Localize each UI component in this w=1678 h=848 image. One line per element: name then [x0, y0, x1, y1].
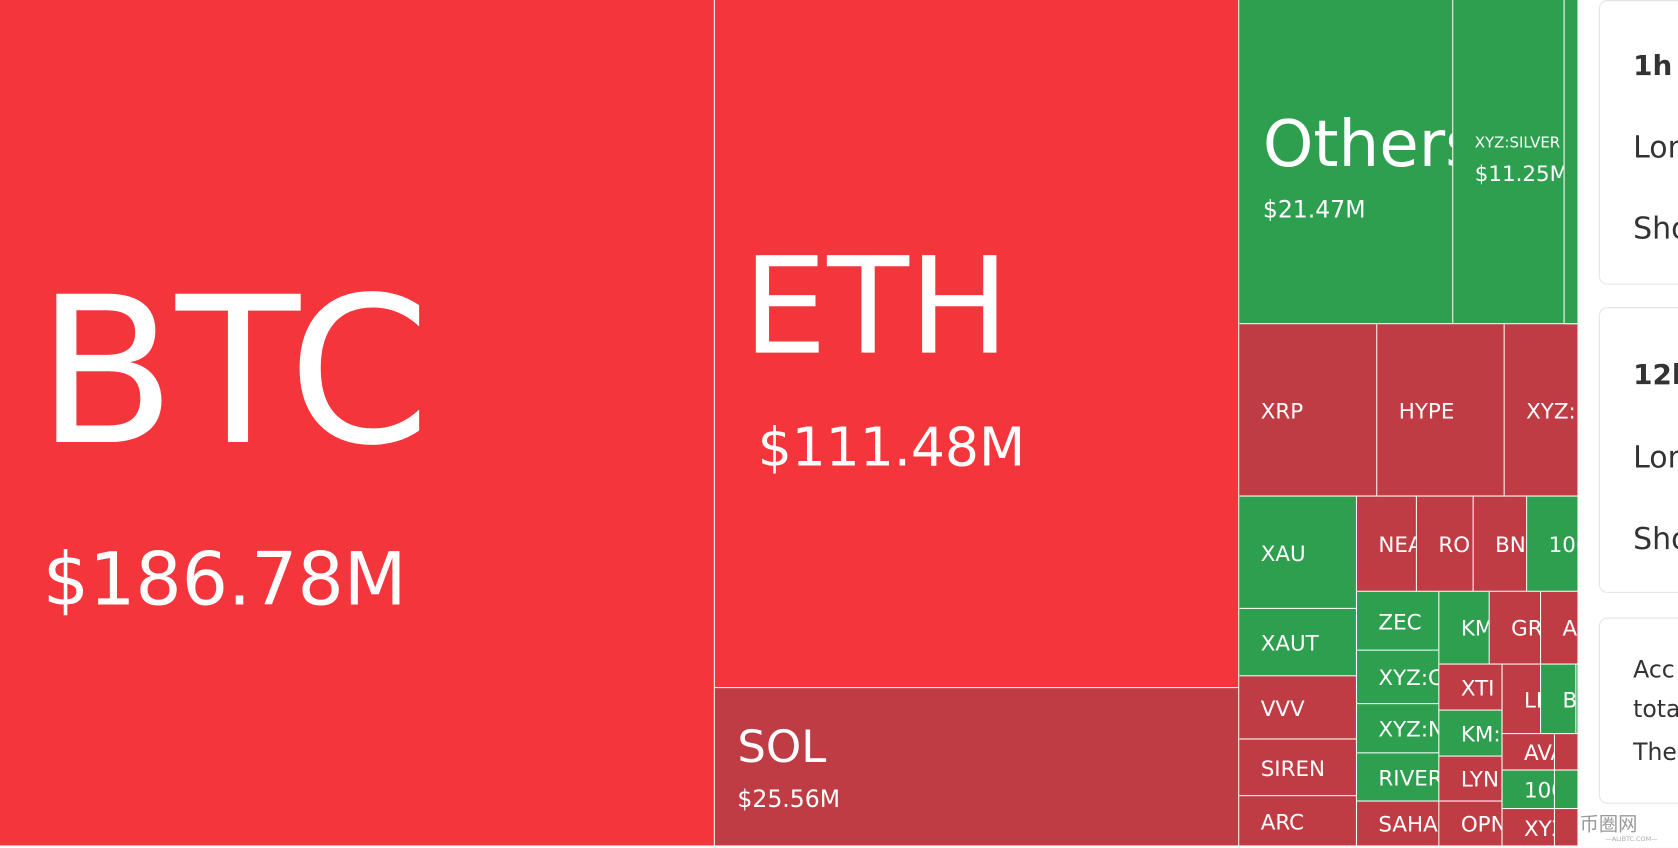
tile-label: KM [1460, 615, 1489, 642]
tile-label: LYN [1460, 766, 1499, 792]
tile: 100 [1502, 770, 1556, 810]
card-line: Sho [1633, 210, 1678, 247]
tile-label: SAHA [1378, 811, 1438, 837]
tile-value: $21.47M [1262, 196, 1366, 224]
tile-label: XAU [1260, 539, 1306, 566]
tile: AVA [1502, 734, 1556, 771]
tile: SOL $25.56M [714, 688, 1240, 847]
tile-label: VVV [1260, 695, 1305, 721]
tile-label: BN [1495, 531, 1526, 558]
tile: 100 [1527, 496, 1579, 592]
tile: XYZ:N [1357, 704, 1440, 754]
tile-label: XRP [1260, 397, 1304, 424]
tile: LYN [1439, 756, 1503, 802]
tile: VVV [1239, 676, 1358, 740]
tile: XAU [1239, 496, 1358, 609]
tile-label: NEA [1378, 531, 1415, 558]
tile-sliver [1555, 734, 1579, 771]
tile: Others $21.47M [1239, 0, 1454, 325]
tile-sliver [1576, 664, 1579, 735]
tile: HYPE [1377, 324, 1505, 497]
card-line: Acc [1633, 657, 1675, 684]
tile: OPN [1439, 801, 1503, 847]
tile-label: Others [1262, 107, 1452, 182]
tile-label: OPN [1460, 811, 1503, 837]
tile-label: XYZ:SILVER [1474, 134, 1561, 152]
card-title: 12h [1633, 359, 1678, 392]
tile-label: XAUT [1260, 629, 1319, 656]
tile-label: B [1562, 686, 1577, 713]
tile-label: SIREN [1260, 755, 1326, 781]
tile-label: LI [1523, 686, 1542, 713]
card-line: The [1633, 739, 1677, 767]
card: 1h Lon Sho [1598, 0, 1678, 285]
tile-label: 100 [1548, 531, 1578, 558]
tile: KM: [1439, 710, 1503, 757]
tile: XYZ:C [1357, 650, 1440, 705]
tile-label: A [1562, 615, 1578, 642]
card-line: Lon [1633, 439, 1678, 476]
tile-sliver [1564, 0, 1579, 325]
tile: KM [1439, 591, 1490, 665]
tile: XTI [1439, 664, 1503, 711]
tile-label: XYZ:C [1378, 664, 1440, 691]
tile-value: $111.48M [757, 416, 1026, 479]
watermark-site: —ALIBTC.COM— [1605, 835, 1658, 844]
tile: ARC [1239, 796, 1358, 847]
card: Acc tota The [1598, 617, 1678, 804]
tile-label: ZEC [1378, 608, 1422, 635]
card-line: Lon [1633, 129, 1678, 165]
tile: BN [1473, 496, 1528, 592]
tile-label: XYZ: [1526, 397, 1576, 424]
tile-value: $11.25M [1474, 160, 1565, 187]
tile-label: ARC [1260, 808, 1305, 835]
tile-label: RIVER [1378, 764, 1440, 791]
tile: B [1541, 664, 1577, 735]
tile: RO [1416, 496, 1474, 592]
tile: GR [1489, 591, 1542, 665]
tile-label: SOL [737, 720, 827, 773]
tile: RIVER [1357, 753, 1440, 802]
card-title: 1h [1633, 50, 1673, 83]
tile-label: AVA [1523, 739, 1554, 766]
tile-label: RO [1438, 531, 1471, 558]
tile: ZEC [1357, 591, 1440, 651]
tile-label: BTC [36, 253, 431, 491]
tile-label: XYZ [1523, 814, 1554, 841]
tile: XRP [1239, 324, 1378, 497]
tile-label: XTI [1460, 674, 1495, 701]
tile: XYZ: [1504, 324, 1579, 497]
tile-label: GR [1511, 615, 1542, 642]
card: 12h Lon Sho [1598, 307, 1678, 593]
tile: A [1541, 591, 1579, 665]
tile: XAUT [1239, 608, 1358, 677]
tile-sliver [1555, 809, 1579, 847]
tile: ETH $111.48M [714, 0, 1240, 689]
tile: XYZ:SILVER $11.25M [1453, 0, 1565, 325]
tile: LI [1502, 664, 1542, 735]
tile: BTC $186.78M [0, 0, 715, 847]
card-line: tota [1633, 696, 1678, 724]
tile-label: ETH [742, 229, 1010, 385]
watermark: 币圈网 [1579, 813, 1638, 836]
tile-value: $25.56M [737, 786, 841, 814]
tile-label: KM: [1460, 720, 1501, 747]
tile-label: 100 [1523, 776, 1554, 803]
tile-value: $186.78M [42, 538, 407, 623]
tile-label: HYPE [1398, 397, 1455, 424]
card-line: Sho [1633, 521, 1678, 557]
tile-label: XYZ:N [1378, 715, 1440, 742]
tile: XYZ [1502, 809, 1556, 847]
tile: NEA [1357, 496, 1417, 592]
tile-sliver [1555, 770, 1579, 810]
tile: SIREN [1239, 739, 1358, 797]
tile: SAHA [1357, 801, 1440, 847]
